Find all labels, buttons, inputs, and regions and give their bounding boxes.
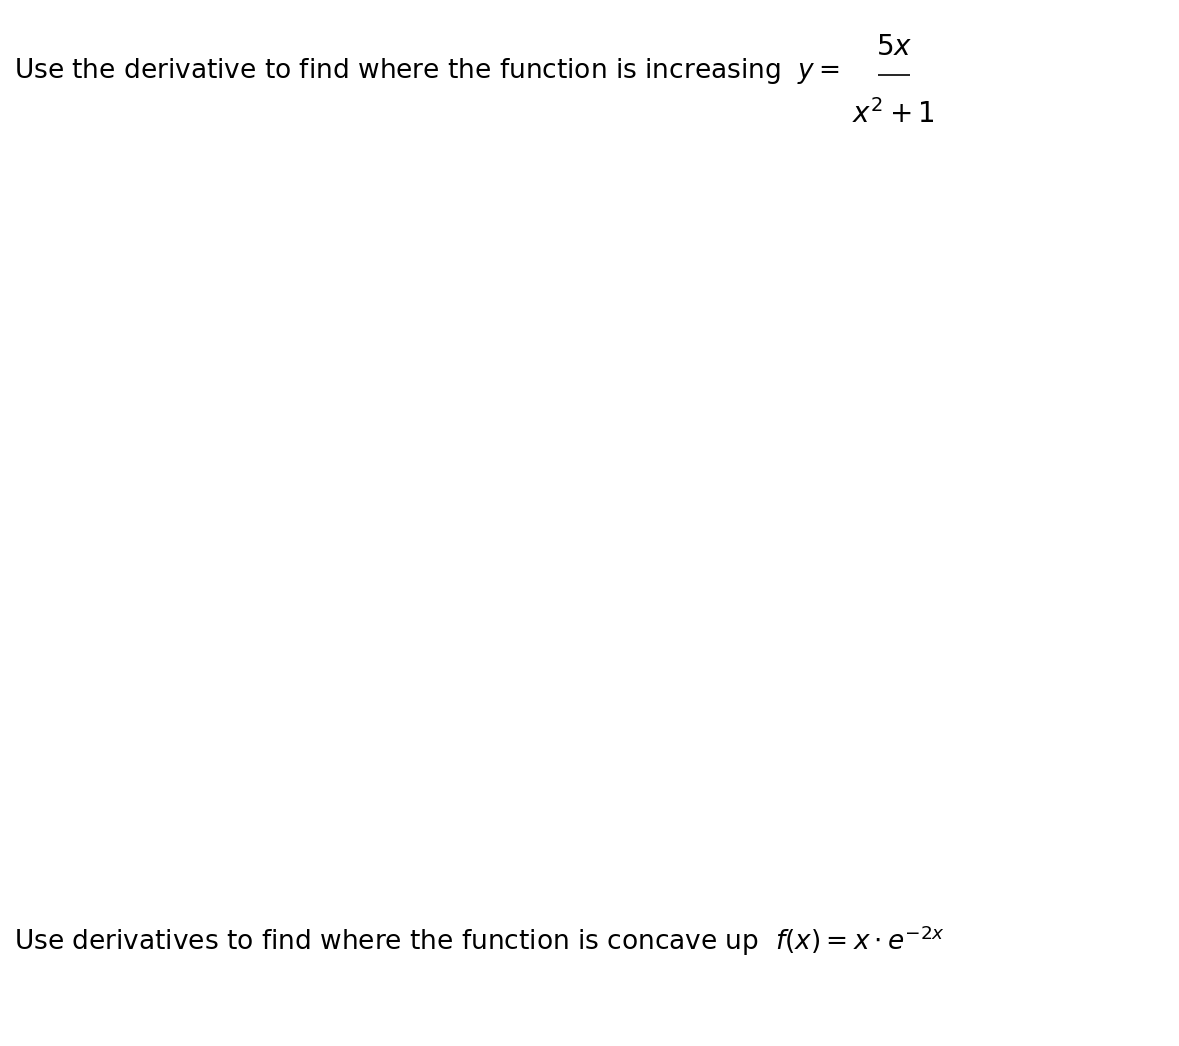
Text: Use derivatives to find where the function is concave up  $f(x)=x \cdot e^{-2x}$: Use derivatives to find where the functi… [14, 924, 946, 958]
Text: $5x$: $5x$ [876, 32, 911, 61]
Text: $x^2+1$: $x^2+1$ [852, 99, 935, 130]
Text: Use the derivative to find where the function is increasing  $y=$: Use the derivative to find where the fun… [14, 56, 839, 87]
